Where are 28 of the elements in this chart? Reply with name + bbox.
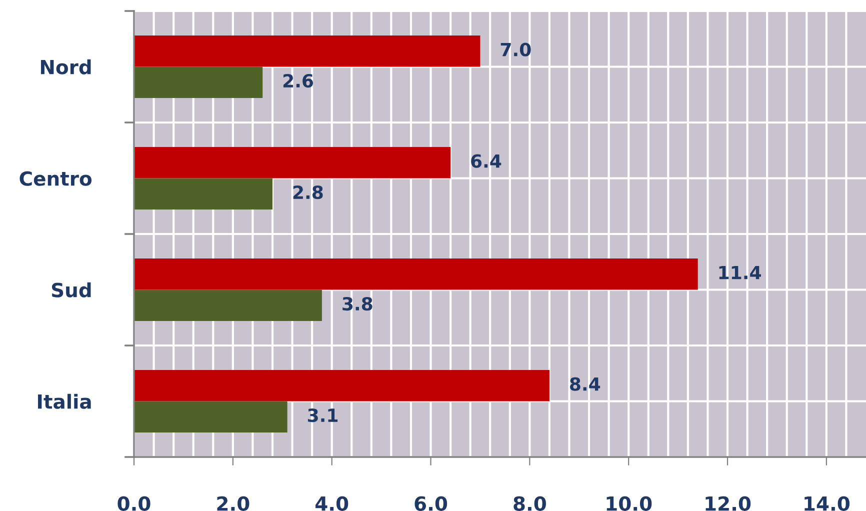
bar bbox=[134, 258, 698, 290]
x-tick-label: 12.0 bbox=[706, 496, 751, 511]
x-tick-label: 4.0 bbox=[315, 496, 348, 511]
bar bbox=[134, 401, 288, 432]
x-tick-label: 8.0 bbox=[514, 496, 546, 511]
bar bbox=[134, 66, 263, 98]
y-tick-label: Centro bbox=[20, 171, 92, 186]
data-label: 11.4 bbox=[719, 266, 761, 280]
y-tick-label: Nord bbox=[40, 59, 91, 74]
x-tick-label: 14.0 bbox=[804, 496, 850, 511]
data-label: 2.6 bbox=[283, 74, 314, 88]
bar bbox=[134, 178, 272, 210]
bar bbox=[134, 36, 480, 67]
x-tick-label: 2.0 bbox=[217, 496, 250, 511]
y-tick-label: Italia bbox=[38, 394, 91, 409]
y-tick-label: Sud bbox=[52, 282, 91, 298]
data-label: 7.0 bbox=[500, 42, 531, 56]
x-tick-label: 10.0 bbox=[606, 496, 652, 511]
data-label: 6.4 bbox=[471, 154, 502, 168]
bar bbox=[134, 147, 451, 178]
data-label: 2.8 bbox=[293, 185, 323, 200]
bar bbox=[134, 290, 322, 321]
data-label: 3.8 bbox=[342, 296, 372, 311]
data-label: 8.4 bbox=[570, 377, 600, 391]
bar bbox=[134, 370, 550, 402]
x-tick-label: 6.0 bbox=[414, 496, 448, 511]
x-tick-label: 0.0 bbox=[118, 496, 150, 511]
data-label: 3.1 bbox=[308, 408, 338, 422]
